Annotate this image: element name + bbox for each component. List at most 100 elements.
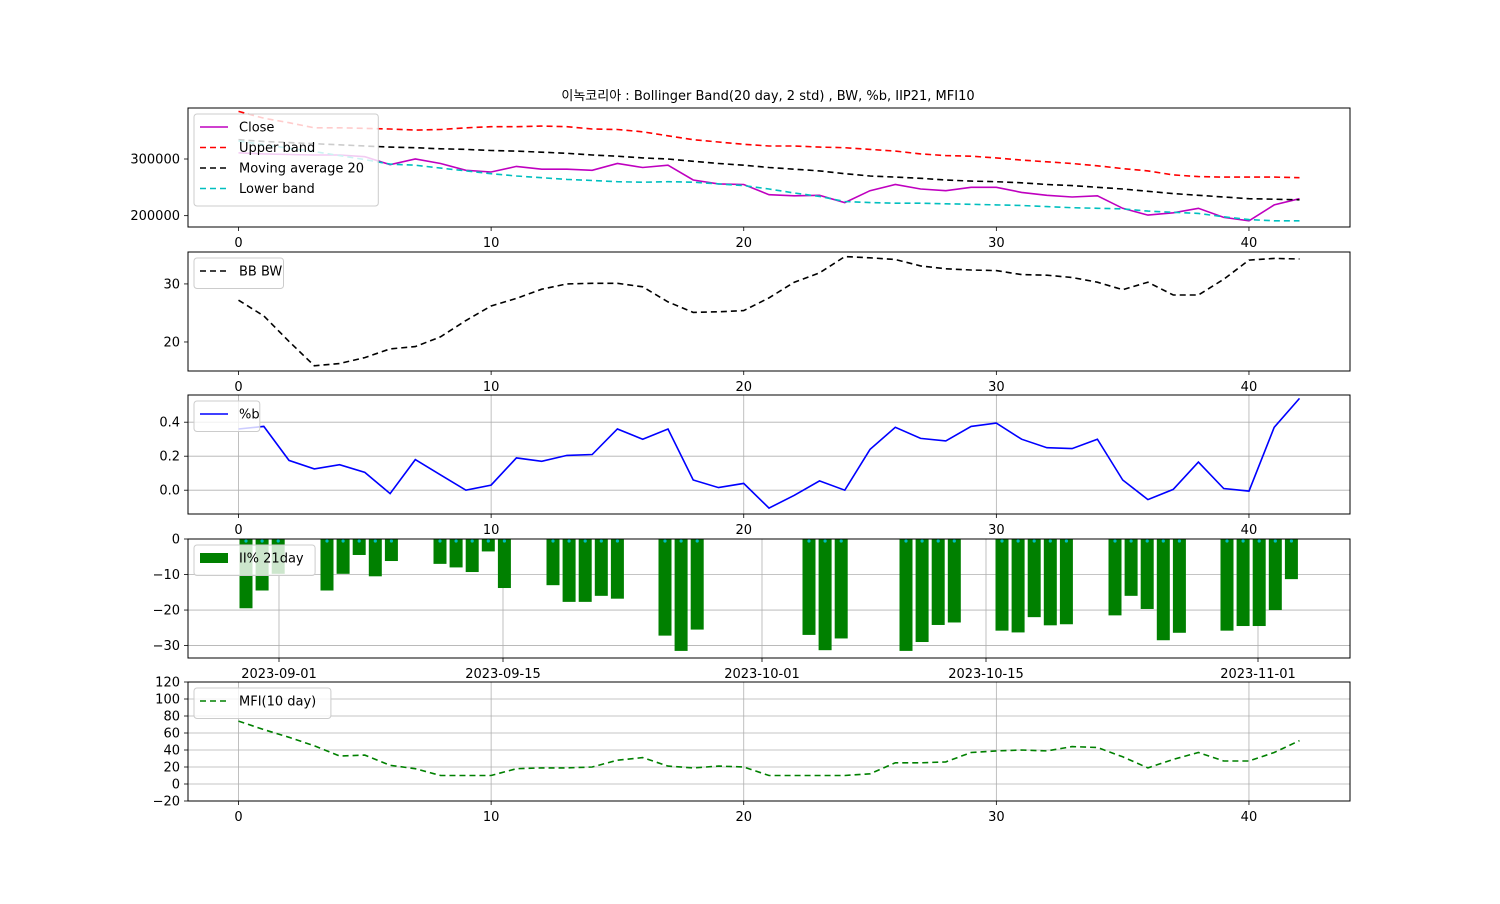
- bar-top-marker: [839, 539, 843, 543]
- bar: [320, 539, 334, 591]
- bar: [578, 539, 592, 602]
- legend-label: II% 21day: [239, 552, 304, 567]
- legend: %b: [193, 400, 261, 432]
- series-line-b: [238, 397, 1301, 510]
- bar: [336, 539, 350, 574]
- x-tick-label: 40: [1241, 810, 1258, 825]
- y-tick-label: 60: [163, 727, 180, 742]
- chart-title: 이녹코리아 : Bollinger Band(20 day, 2 std) , …: [561, 89, 974, 104]
- bar: [658, 539, 672, 636]
- bar-top-marker: [936, 539, 940, 543]
- panel-price: 200000 300000 0 10 20 30 40 Close Upper band Movi…: [130, 107, 1351, 251]
- legend: MFI(10 day): [193, 687, 332, 719]
- y-tick-label: 120: [155, 676, 180, 691]
- series-line-moving-average-20: [238, 138, 1300, 201]
- bar: [1156, 539, 1170, 641]
- bar-top-marker: [1016, 539, 1020, 543]
- bar: [1027, 539, 1041, 618]
- bar: [690, 539, 704, 630]
- x-tick-label: 10: [483, 523, 500, 538]
- y-tick-label: −30: [153, 639, 180, 654]
- x-tick-label: 40: [1241, 380, 1258, 395]
- bar-top-marker: [341, 539, 345, 543]
- x-tick-label: 0: [234, 380, 242, 395]
- bar: [433, 539, 447, 564]
- bar-top-marker: [470, 539, 474, 543]
- bar: [384, 539, 398, 562]
- bar-top-marker: [244, 539, 248, 543]
- x-tick-label: 2023-10-15: [948, 667, 1024, 682]
- bar-top-marker: [1145, 539, 1149, 543]
- legend-label: Close: [239, 121, 274, 136]
- y-tick-label: 100: [155, 693, 180, 708]
- x-tick-label: 2023-11-01: [1220, 667, 1296, 682]
- bar-top-marker: [823, 539, 827, 543]
- bar-top-marker: [1289, 539, 1293, 543]
- x-tick-label: 0: [234, 523, 242, 538]
- bar: [465, 539, 479, 573]
- legend-box: [193, 400, 261, 432]
- bar-top-marker: [1113, 539, 1117, 543]
- legend-box: [193, 544, 316, 576]
- bar-top-marker: [486, 539, 490, 543]
- y-tick-label: 80: [163, 710, 180, 725]
- bar-top-marker: [1273, 539, 1277, 543]
- bar-top-marker: [1161, 539, 1165, 543]
- bar-top-marker: [357, 539, 361, 543]
- legend: Close Upper band Moving average 20 Lower ba…: [193, 113, 379, 207]
- bar-top-marker: [389, 539, 393, 543]
- bar: [1124, 539, 1138, 596]
- bar-top-marker: [551, 539, 555, 543]
- x-tick-label: 0: [234, 810, 242, 825]
- bar: [931, 539, 945, 625]
- bar-top-marker: [1129, 539, 1133, 543]
- legend-box: [193, 113, 379, 207]
- bar: [1043, 539, 1057, 626]
- bar-top-marker: [663, 539, 667, 543]
- bar: [1011, 539, 1025, 633]
- y-tick-label: −10: [153, 568, 180, 583]
- plot-area: [238, 255, 1300, 367]
- x-tick-label: 0: [234, 236, 242, 251]
- bar: [497, 539, 511, 589]
- bar: [1172, 539, 1186, 633]
- bar-top-marker: [325, 539, 329, 543]
- bar: [546, 539, 560, 586]
- plot-area: [238, 110, 1300, 222]
- plot-area: [238, 397, 1301, 510]
- bar: [1059, 539, 1073, 625]
- x-tick-label: 30: [988, 236, 1005, 251]
- bar-top-marker: [260, 539, 264, 543]
- axes-frame: [187, 394, 1351, 515]
- bar: [915, 539, 929, 643]
- bar: [368, 539, 382, 577]
- series-line-mfi-10-day: [238, 720, 1300, 777]
- legend-swatch: [200, 553, 228, 563]
- bar-top-marker: [920, 539, 924, 543]
- x-tick-label: 40: [1241, 523, 1258, 538]
- bar-top-marker: [1257, 539, 1261, 543]
- bar: [594, 539, 608, 596]
- x-tick-label: 10: [483, 810, 500, 825]
- bar: [1220, 539, 1234, 631]
- bar-top-marker: [454, 539, 458, 543]
- bar: [834, 539, 848, 639]
- legend-label: %b: [239, 408, 260, 423]
- bar-top-marker: [695, 539, 699, 543]
- bar-top-marker: [373, 539, 377, 543]
- panel-ii_percent: 0 −10 −20 −30 2023-09-01 2023-09-15 2023-10-01…: [153, 533, 1351, 682]
- legend-box: [193, 257, 284, 289]
- series-line-upper-band: [238, 110, 1300, 179]
- axes-frame: [187, 251, 1351, 372]
- bar-top-marker: [567, 539, 571, 543]
- y-tick-label: 0.0: [159, 484, 180, 499]
- y-tick-label: 200000: [130, 209, 180, 224]
- plot-area: [239, 539, 1298, 651]
- x-tick-label: 10: [483, 380, 500, 395]
- axes-frame: [187, 538, 1351, 659]
- legend-label: Lower band: [239, 182, 315, 197]
- bar: [1140, 539, 1154, 609]
- y-tick-label: −20: [153, 604, 180, 619]
- y-tick-label: 0.2: [159, 450, 180, 465]
